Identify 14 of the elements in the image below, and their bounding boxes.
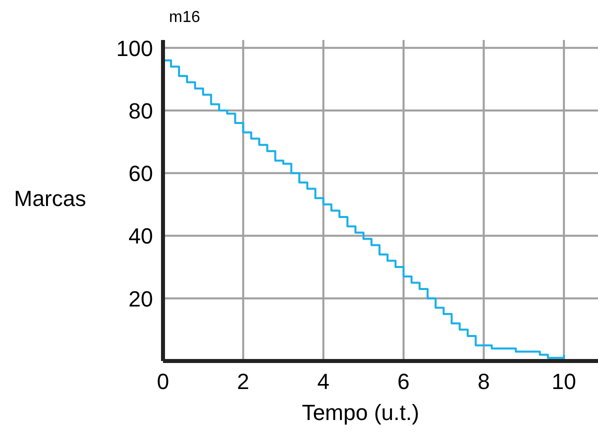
y-axis-title: Marcas — [14, 186, 86, 211]
y-tick-label: 40 — [128, 224, 153, 249]
x-tick-label: 6 — [397, 369, 410, 394]
y-tick-label: 80 — [128, 98, 153, 124]
x-tick-label: 0 — [156, 369, 170, 394]
x-tick-label: 8 — [478, 369, 490, 394]
y-tick-label: 60 — [128, 161, 153, 186]
x-tick-label: 4 — [317, 369, 330, 394]
y-tick-label: 100 — [116, 36, 153, 61]
x-tick-label: 10 — [552, 369, 576, 394]
x-tick-label: 2 — [237, 369, 250, 394]
text: m16 — [169, 9, 200, 26]
x-axis-title: Tempo (u.t.) — [302, 400, 420, 425]
y-tick-label: 20 — [128, 286, 153, 312]
